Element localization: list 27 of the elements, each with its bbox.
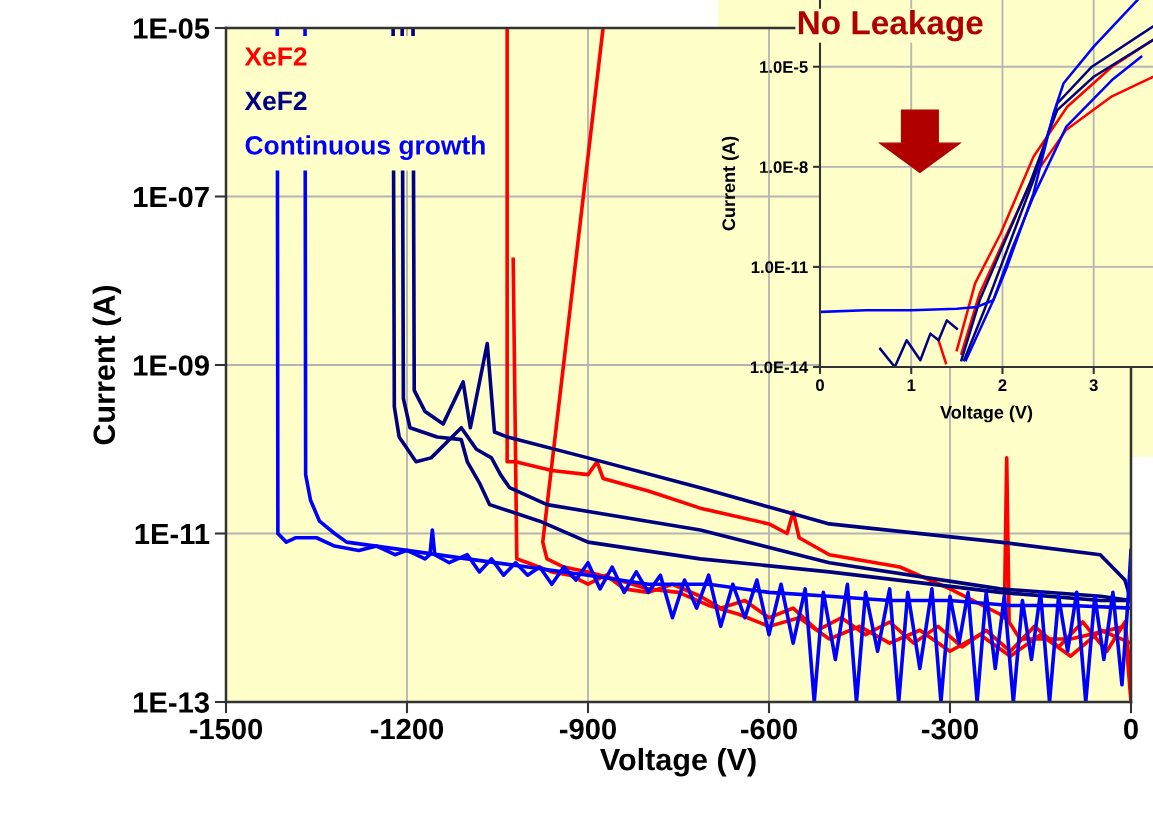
x-tick-label: -1500 xyxy=(189,718,263,740)
text: XeF2 xyxy=(244,91,307,111)
y-tick-label: 1E-11 xyxy=(135,524,210,545)
y-tick-label: 1E-13 xyxy=(134,692,209,713)
y-tick-label: 1.0E-5 xyxy=(760,61,808,73)
series-label: Continuous growth xyxy=(245,135,485,160)
y-tick-label: 1E-09 xyxy=(134,355,209,376)
x-tick-label: -300 xyxy=(921,718,978,740)
y-axis-title: Current (A) xyxy=(92,285,122,445)
text: XeF2 xyxy=(244,47,307,66)
x-tick-label: -600 xyxy=(740,718,797,740)
y-tick-label: 1E-05 xyxy=(134,18,210,39)
y-axis-title: Current (A) xyxy=(721,136,739,231)
x-tick-label: -1200 xyxy=(370,718,444,740)
y-tick-label: 1.0E-11 xyxy=(751,261,808,274)
x-axis-title: Voltage (V) xyxy=(940,405,1033,423)
x-tick-label: 0 xyxy=(816,379,824,392)
x-tick-label: 1 xyxy=(907,379,916,391)
x-tick-label: 3 xyxy=(1089,379,1098,392)
y-tick-label: 1E-07 xyxy=(134,186,209,208)
x-axis-title: Voltage (V) xyxy=(600,747,756,777)
y-tick-label: 1.0E-8 xyxy=(760,161,808,174)
annotation: No Leakage xyxy=(798,10,983,42)
y-tick-label: 1.0E-14 xyxy=(750,361,809,374)
x-tick-label: -900 xyxy=(559,718,616,740)
x-tick-label: 2 xyxy=(998,379,1007,391)
x-tick-label: 0 xyxy=(1124,718,1138,740)
